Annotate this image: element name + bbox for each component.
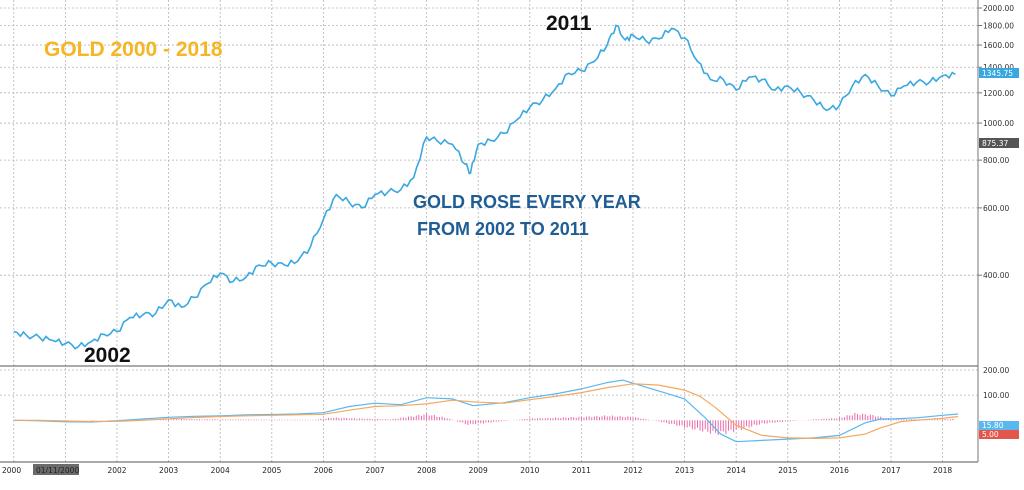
x-tick-label: 2018 <box>933 466 952 475</box>
grid <box>0 0 978 462</box>
reference-tag: 875.37 <box>979 138 1019 148</box>
x-tick-label: 2003 <box>159 466 178 475</box>
reference-tag-text: 875.37 <box>982 139 1008 148</box>
indicator-tag-1-text: 15.80 <box>982 421 1004 430</box>
x-tick-label: 2008 <box>417 466 436 475</box>
x-tick-label: 2009 <box>469 466 488 475</box>
y-axis-ticks: 2000.00 1800.00 1600.00 1400.00 1200.00 1000.… <box>978 4 1014 400</box>
x-tick-label: 2017 <box>881 466 900 475</box>
y-tick-label: 2000.00 <box>983 4 1014 13</box>
x-tick-label: 2007 <box>365 466 384 475</box>
price-tag-text: 1345.75 <box>982 69 1013 78</box>
x-tick-label: 2016 <box>830 466 849 475</box>
x-tick-label: 2013 <box>675 466 694 475</box>
x-tick-label: 2006 <box>314 466 333 475</box>
x-tick-label: 2011 <box>572 466 591 475</box>
indicator-series <box>13 379 959 443</box>
start-date-marker: 01/11/2000 <box>33 464 79 475</box>
peak-label: 2011 <box>546 12 592 35</box>
x-tick-label: 2002 <box>107 466 126 475</box>
x-axis-ticks: 2002 2003 2004 2005 2006 2007 2008 2009 2010 2011… <box>107 466 952 475</box>
note-line-1: GOLD ROSE EVERY YEAR <box>413 192 641 212</box>
indicator-tag-2: 5.00 <box>979 430 1019 439</box>
start-date-text: 01/11/2000 <box>36 466 79 475</box>
y-tick-label: 600.00 <box>983 204 1009 213</box>
indicator-y-tick-label: 100.00 <box>983 391 1009 400</box>
y-tick-label: 1600.00 <box>983 41 1014 50</box>
price-series <box>13 24 956 350</box>
x-tick-label: 2015 <box>778 466 797 475</box>
note-line-2: FROM 2002 TO 2011 <box>417 219 589 239</box>
x-tick-label: 2012 <box>623 466 642 475</box>
low-label: 2002 <box>84 344 131 367</box>
indicator-slow-line <box>13 383 959 440</box>
x-tick-label: 2004 <box>211 466 230 475</box>
x-tick-label: 2014 <box>727 466 746 475</box>
y-tick-label: 800.00 <box>983 156 1009 165</box>
x-tick-label: 2005 <box>262 466 281 475</box>
indicator-fast-line <box>13 379 959 443</box>
x-tick-label: 2010 <box>520 466 539 475</box>
y-tick-label: 1800.00 <box>983 21 1014 30</box>
indicator-tag-1: 15.80 <box>979 421 1019 430</box>
y-tick-label: 400.00 <box>983 271 1009 280</box>
y-tick-label: 1000.00 <box>983 119 1014 128</box>
y-tick-label: 1400.00 <box>983 63 1014 72</box>
gold-price-line <box>13 24 956 350</box>
price-tag: 1345.75 <box>979 68 1019 78</box>
indicator-y-tick-label: 200.00 <box>983 366 1009 375</box>
indicator-tag-2-text: 5.00 <box>982 430 999 439</box>
chart-title: GOLD 2000 - 2018 <box>44 38 223 61</box>
y-tick-label: 1200.00 <box>983 89 1014 98</box>
x-edge-label: 2000 <box>2 466 21 475</box>
